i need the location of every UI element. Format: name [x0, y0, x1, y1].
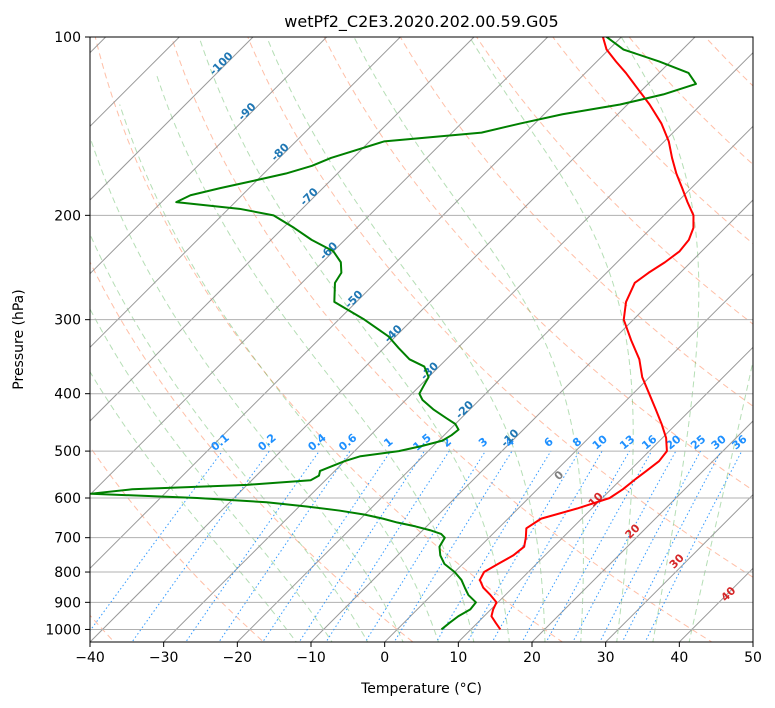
moist-adiabat	[353, 37, 584, 642]
plot-frame	[89, 36, 754, 643]
moist-adiabat	[266, 37, 546, 642]
mixing-ratio-line	[466, 450, 580, 642]
mixing-ratio-line	[185, 450, 320, 642]
mixing-ratio-line	[131, 450, 270, 642]
dry-adiabats	[90, 37, 753, 642]
isotherms	[90, 37, 753, 642]
dry-adiabat	[323, 37, 753, 491]
mixing-ratio-line	[262, 450, 392, 642]
mixing-ratio-line	[298, 450, 425, 642]
y-tick-label: 400	[54, 387, 81, 403]
moist-adiabat	[119, 104, 439, 642]
isotherm	[604, 493, 753, 642]
mixing-ratio-line	[325, 450, 450, 642]
x-tick-label: 30	[597, 650, 615, 666]
isotherm	[236, 125, 753, 642]
y-tick-label: 300	[54, 313, 81, 329]
y-axis-label: Pressure (hPa)	[11, 289, 27, 389]
moist-adiabat	[90, 233, 369, 642]
y-tick-label: 600	[54, 491, 81, 507]
y-tick-label: 800	[54, 565, 81, 581]
chart-title: wetPf2_C2E3.2020.202.00.59.G05	[284, 12, 558, 32]
dry-adiabat	[171, 37, 713, 642]
isotherm	[90, 37, 402, 349]
dry-adiabat	[90, 446, 265, 642]
plot-area: 0.1 0.2 0.4 0.6 1 1.5 2 3 4 6 8 10 13 16 20 25 30 36-100-…	[90, 37, 753, 642]
y-tick-label: 500	[54, 444, 81, 460]
isotherm	[90, 37, 696, 642]
x-axis: −40 −30 −20 −10 0 10 20 30 40 50	[75, 642, 762, 666]
temperature-profile-line	[478, 37, 695, 631]
mixing-ratio-line	[435, 450, 552, 642]
isotherm	[90, 37, 623, 570]
isotherm	[90, 37, 475, 422]
y-tick-label: 100	[54, 30, 81, 46]
mixing-ratio-lines	[90, 450, 743, 642]
x-tick-label: 0	[380, 650, 389, 666]
isotherm	[90, 37, 328, 275]
y-tick-label: 200	[54, 208, 81, 224]
dry-adiabat	[475, 37, 753, 325]
dry-adiabat	[90, 260, 414, 642]
y-tick-label: 700	[54, 531, 81, 547]
y-tick-label: 900	[54, 595, 81, 611]
y-axis: 100 200 300 400 500 600 700 800 900 1000	[45, 30, 90, 638]
moist-adiabat	[90, 370, 297, 642]
x-tick-label: −20	[223, 650, 253, 666]
dewpoint-profile-line	[90, 37, 697, 631]
dry-adiabat	[399, 37, 753, 407]
x-tick-label: −10	[296, 650, 326, 666]
x-tick-label: 40	[670, 650, 688, 666]
x-tick-label: 10	[449, 650, 467, 666]
isotherm	[90, 37, 254, 201]
isotherm	[90, 37, 181, 128]
x-tick-label: −40	[75, 650, 105, 666]
moist-adiabat	[688, 358, 753, 642]
dry-adiabat	[247, 37, 753, 578]
profile-series	[90, 37, 697, 631]
isotherm	[457, 346, 753, 642]
dry-adiabat	[94, 37, 564, 642]
mixing-ratio-line	[545, 450, 653, 642]
x-tick-label: 20	[523, 650, 541, 666]
isotherm	[310, 199, 753, 642]
pressure-gridlines	[90, 37, 753, 630]
mixing-ratio-line	[218, 450, 351, 642]
moist-adiabat	[469, 37, 634, 642]
isotherm	[162, 51, 753, 642]
isotherm	[531, 420, 753, 642]
x-tick-label: 50	[744, 650, 762, 666]
y-tick-label: 1000	[45, 622, 81, 638]
moist-adiabat	[620, 37, 700, 642]
mixing-ratio-line	[491, 450, 603, 642]
isotherm	[90, 37, 549, 496]
x-axis-label: Temperature (°C)	[360, 681, 482, 697]
x-tick-label: −30	[149, 650, 179, 666]
mixing-ratio-line	[644, 450, 743, 642]
isotherm	[383, 272, 753, 642]
